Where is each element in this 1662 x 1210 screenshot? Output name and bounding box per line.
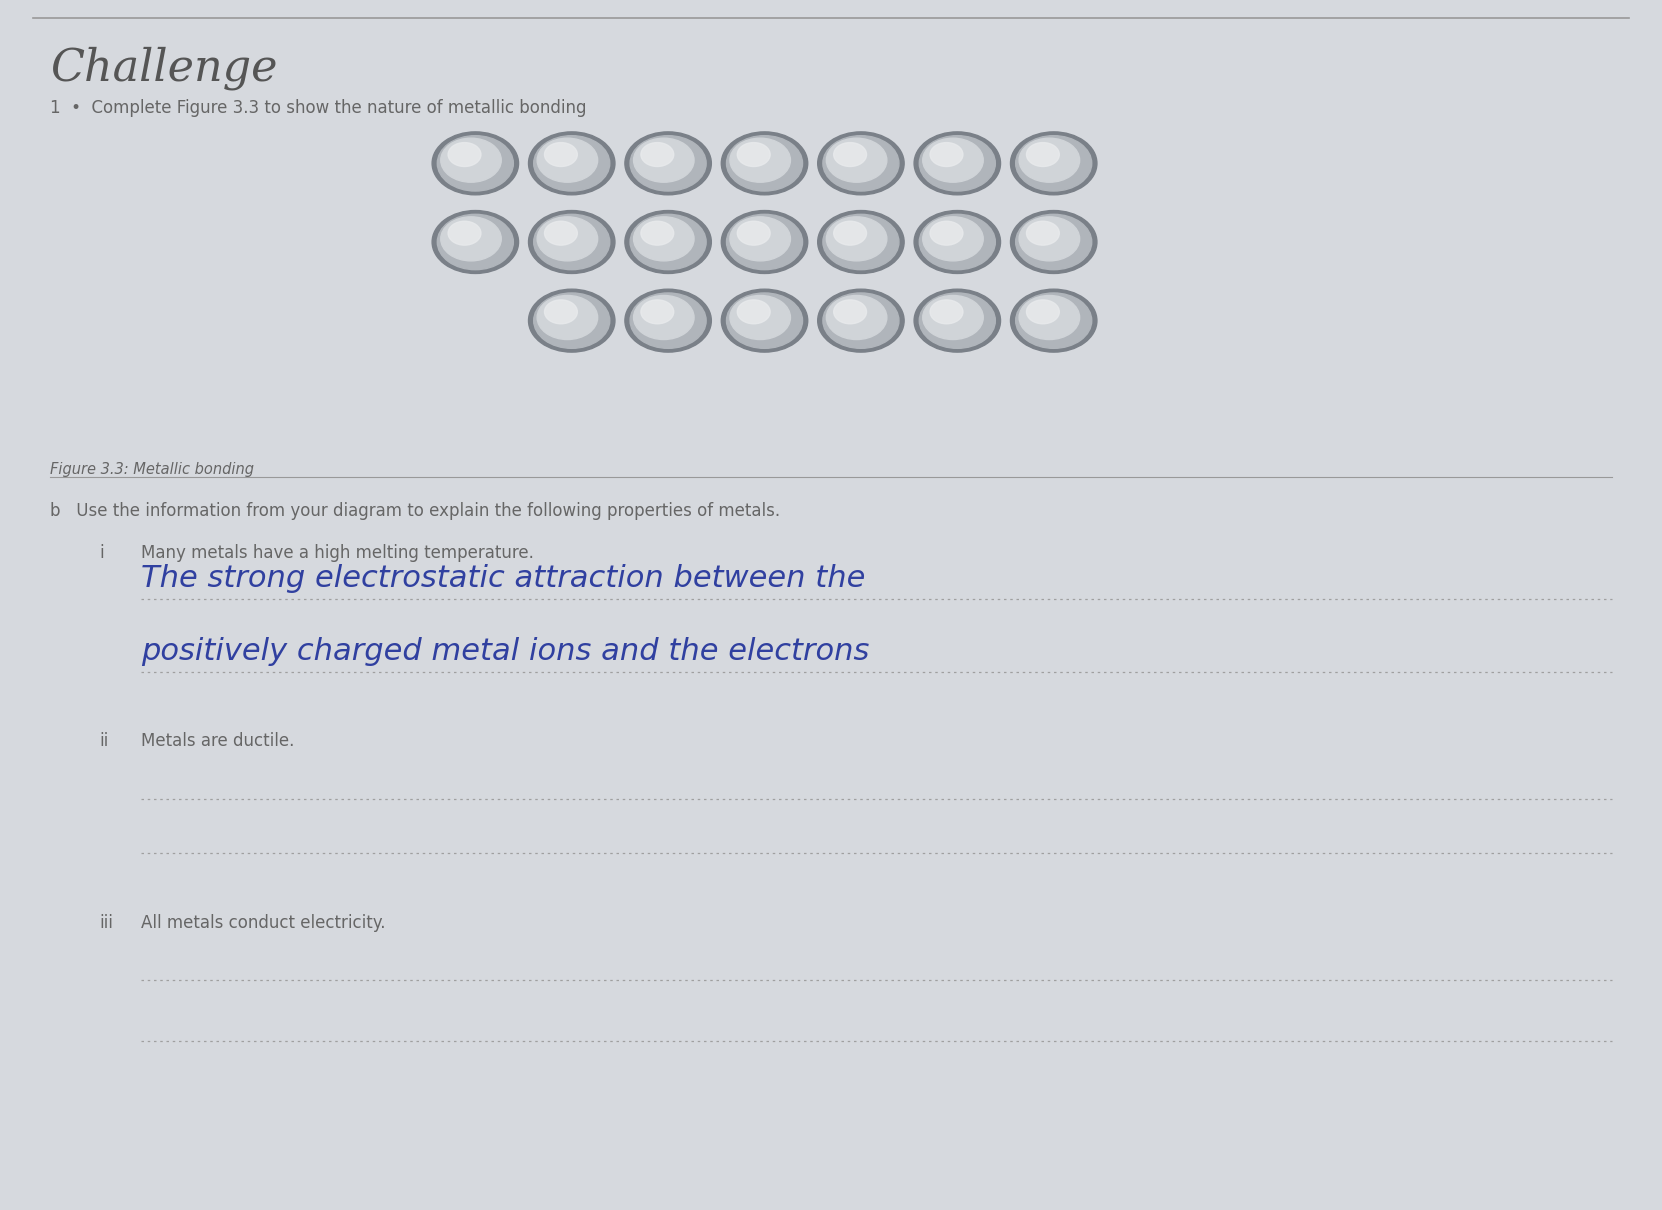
Circle shape xyxy=(834,221,866,246)
Circle shape xyxy=(1015,214,1092,270)
Circle shape xyxy=(931,300,962,324)
Circle shape xyxy=(818,132,904,195)
Text: 1  •  Complete Figure 3.3 to show the nature of metallic bonding: 1 • Complete Figure 3.3 to show the natu… xyxy=(50,99,587,117)
Circle shape xyxy=(529,211,615,273)
Text: ii: ii xyxy=(100,732,110,750)
Circle shape xyxy=(726,214,803,270)
Circle shape xyxy=(1015,293,1092,348)
Circle shape xyxy=(642,300,673,324)
Circle shape xyxy=(919,214,996,270)
Circle shape xyxy=(730,138,791,183)
Circle shape xyxy=(818,289,904,352)
Circle shape xyxy=(440,217,502,261)
Circle shape xyxy=(919,293,996,348)
Circle shape xyxy=(730,295,791,340)
Circle shape xyxy=(826,217,888,261)
Circle shape xyxy=(625,211,711,273)
Text: Metals are ductile.: Metals are ductile. xyxy=(141,732,294,750)
Circle shape xyxy=(1010,132,1097,195)
Text: positively charged metal ions and the electrons: positively charged metal ions and the el… xyxy=(141,636,869,666)
Circle shape xyxy=(726,136,803,191)
Text: b   Use the information from your diagram to explain the following properties of: b Use the information from your diagram … xyxy=(50,502,779,520)
Circle shape xyxy=(630,214,706,270)
Text: iii: iii xyxy=(100,914,113,932)
Circle shape xyxy=(537,138,598,183)
Circle shape xyxy=(537,217,598,261)
Circle shape xyxy=(1010,211,1097,273)
Circle shape xyxy=(1027,143,1059,167)
Circle shape xyxy=(545,143,577,167)
Circle shape xyxy=(834,300,866,324)
Circle shape xyxy=(534,214,610,270)
Circle shape xyxy=(922,295,984,340)
Text: Figure 3.3: Metallic bonding: Figure 3.3: Metallic bonding xyxy=(50,462,254,477)
Circle shape xyxy=(633,295,695,340)
Circle shape xyxy=(730,217,791,261)
Circle shape xyxy=(914,289,1001,352)
Circle shape xyxy=(642,143,673,167)
Circle shape xyxy=(449,143,480,167)
Text: i: i xyxy=(100,544,105,563)
Circle shape xyxy=(432,211,519,273)
Text: The strong electrostatic attraction between the: The strong electrostatic attraction betw… xyxy=(141,564,866,593)
Circle shape xyxy=(914,211,1001,273)
Circle shape xyxy=(537,295,598,340)
Circle shape xyxy=(625,132,711,195)
Circle shape xyxy=(1027,221,1059,246)
Circle shape xyxy=(1019,217,1080,261)
Circle shape xyxy=(922,217,984,261)
Circle shape xyxy=(922,138,984,183)
Circle shape xyxy=(919,136,996,191)
Circle shape xyxy=(1019,295,1080,340)
Circle shape xyxy=(738,143,770,167)
Circle shape xyxy=(826,295,888,340)
Circle shape xyxy=(931,143,962,167)
Circle shape xyxy=(738,300,770,324)
Circle shape xyxy=(818,211,904,273)
Circle shape xyxy=(721,289,808,352)
Circle shape xyxy=(545,221,577,246)
Circle shape xyxy=(1015,136,1092,191)
Circle shape xyxy=(529,289,615,352)
Circle shape xyxy=(826,138,888,183)
Circle shape xyxy=(726,293,803,348)
Text: Many metals have a high melting temperature.: Many metals have a high melting temperat… xyxy=(141,544,534,563)
Circle shape xyxy=(529,132,615,195)
Circle shape xyxy=(432,132,519,195)
Circle shape xyxy=(721,132,808,195)
Circle shape xyxy=(534,136,610,191)
Circle shape xyxy=(1010,289,1097,352)
Circle shape xyxy=(914,132,1001,195)
Text: All metals conduct electricity.: All metals conduct electricity. xyxy=(141,914,386,932)
Circle shape xyxy=(823,293,899,348)
Circle shape xyxy=(449,221,480,246)
Circle shape xyxy=(834,143,866,167)
Circle shape xyxy=(625,289,711,352)
Circle shape xyxy=(633,217,695,261)
Text: Challenge: Challenge xyxy=(50,46,278,90)
Circle shape xyxy=(630,293,706,348)
Circle shape xyxy=(630,136,706,191)
Circle shape xyxy=(738,221,770,246)
Circle shape xyxy=(931,221,962,246)
Circle shape xyxy=(823,214,899,270)
Circle shape xyxy=(823,136,899,191)
Circle shape xyxy=(1027,300,1059,324)
Circle shape xyxy=(721,211,808,273)
Circle shape xyxy=(642,221,673,246)
Circle shape xyxy=(1019,138,1080,183)
Circle shape xyxy=(437,214,514,270)
Circle shape xyxy=(437,136,514,191)
Circle shape xyxy=(440,138,502,183)
Circle shape xyxy=(633,138,695,183)
Circle shape xyxy=(545,300,577,324)
Circle shape xyxy=(534,293,610,348)
